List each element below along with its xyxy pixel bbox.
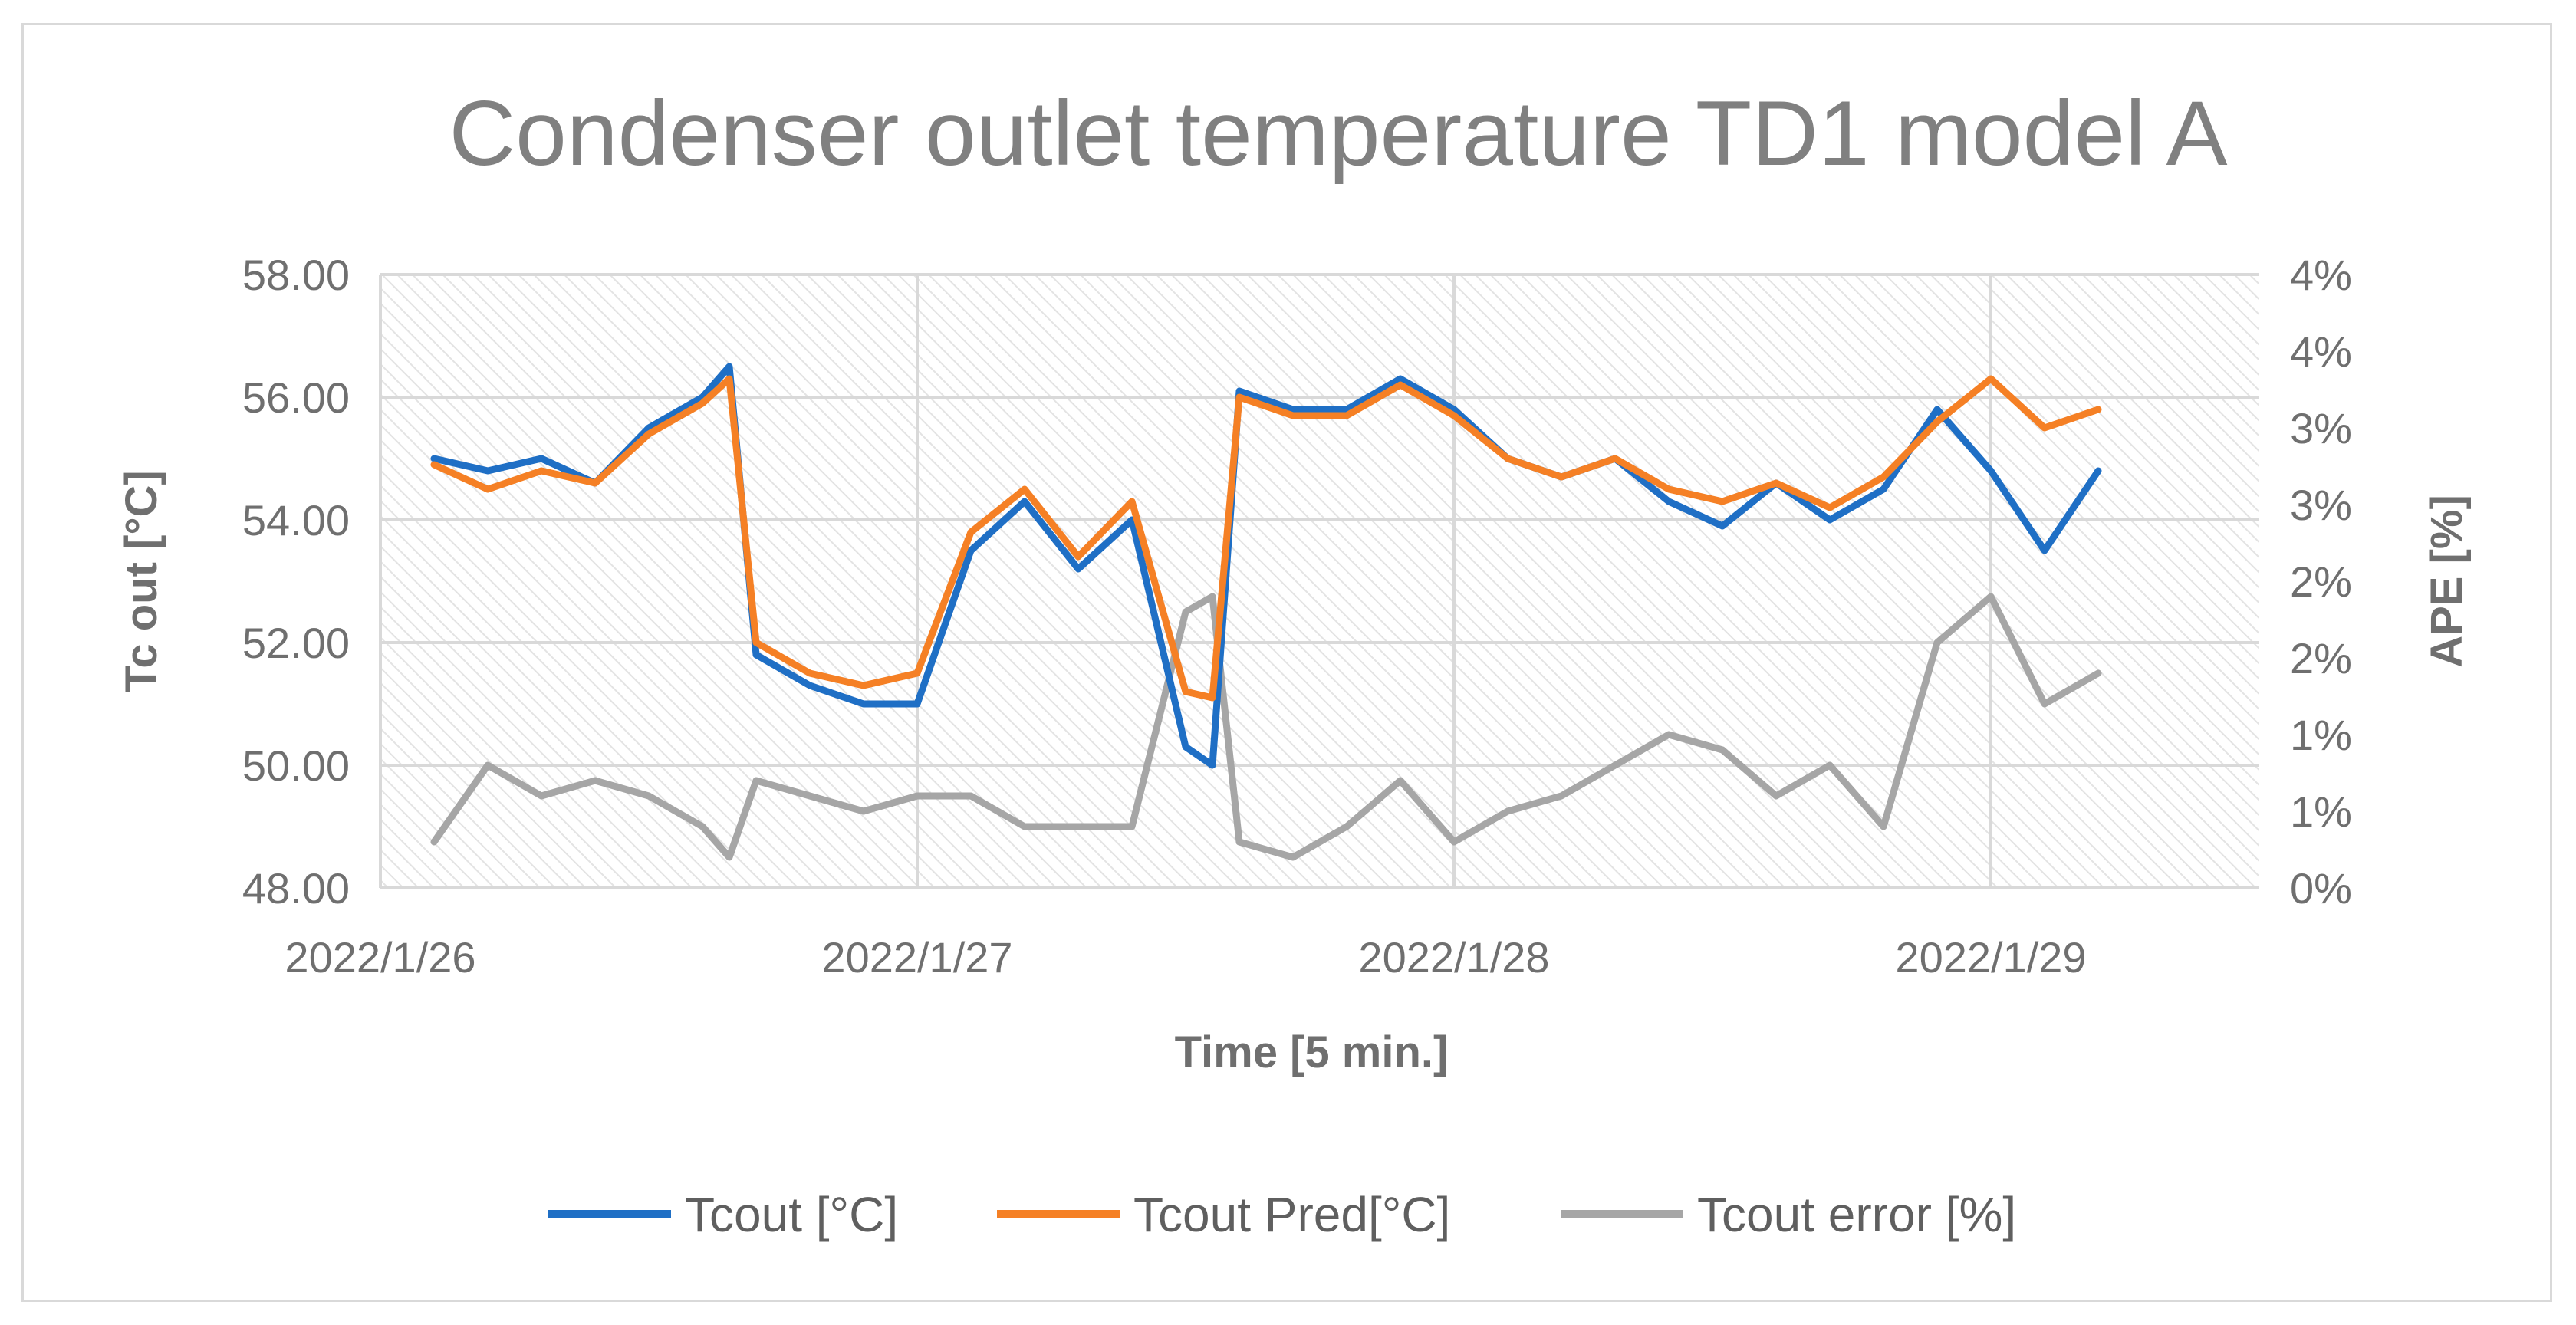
legend-label: Tcout error [%] (1697, 1187, 2016, 1242)
plot-area (380, 275, 2259, 888)
y2-tick-label: 3% (2290, 404, 2352, 452)
y2-tick-label: 1% (2290, 787, 2352, 836)
y2-tick-label: 0% (2290, 864, 2352, 912)
legend-label: Tcout [°C] (685, 1187, 898, 1242)
y2-axis-ticks: 0% 1% 1% 2% 2% 3% 3% 4% 4% (2290, 251, 2352, 912)
y-tick-label: 52.00 (242, 619, 350, 667)
series-line-1 (430, 375, 2102, 702)
series-line-2 (430, 593, 2102, 861)
x-axis-title: Time [5 min.] (1175, 1027, 1449, 1077)
y2-tick-label: 4% (2290, 327, 2352, 376)
y2-tick-label: 4% (2290, 251, 2352, 299)
y2-tick-label: 2% (2290, 557, 2352, 606)
x-tick-label: 2022/1/27 (821, 933, 1012, 981)
x-axis-ticks: 2022/1/26 2022/1/27 2022/1/28 2022/1/29 (285, 933, 2086, 981)
y2-tick-label: 3% (2290, 481, 2352, 529)
y2-tick-label: 1% (2290, 711, 2352, 759)
x-tick-label: 2022/1/26 (285, 933, 475, 981)
chart-title: Condenser outlet temperature TD1 model A (449, 82, 2227, 185)
y-tick-label: 54.00 (242, 496, 350, 544)
y-tick-label: 56.00 (242, 373, 350, 422)
legend-label: Tcout Pred[°C] (1133, 1187, 1450, 1242)
y-tick-label: 50.00 (242, 741, 350, 790)
legend: Tcout [°C] Tcout Pred[°C] Tcout error [%] (548, 1187, 2016, 1242)
y-axis-title: Tc out [°C] (117, 470, 166, 692)
x-tick-label: 2022/1/29 (1895, 933, 2086, 981)
series-layer (430, 363, 2102, 861)
y2-axis-title: APE [%] (2422, 495, 2472, 668)
y-axis-ticks: 48.00 50.00 52.00 54.00 56.00 58.00 (242, 251, 350, 912)
y-tick-label: 58.00 (242, 251, 350, 299)
y2-tick-label: 2% (2290, 634, 2352, 682)
y-tick-label: 48.00 (242, 864, 350, 912)
x-tick-label: 2022/1/28 (1358, 933, 1549, 981)
